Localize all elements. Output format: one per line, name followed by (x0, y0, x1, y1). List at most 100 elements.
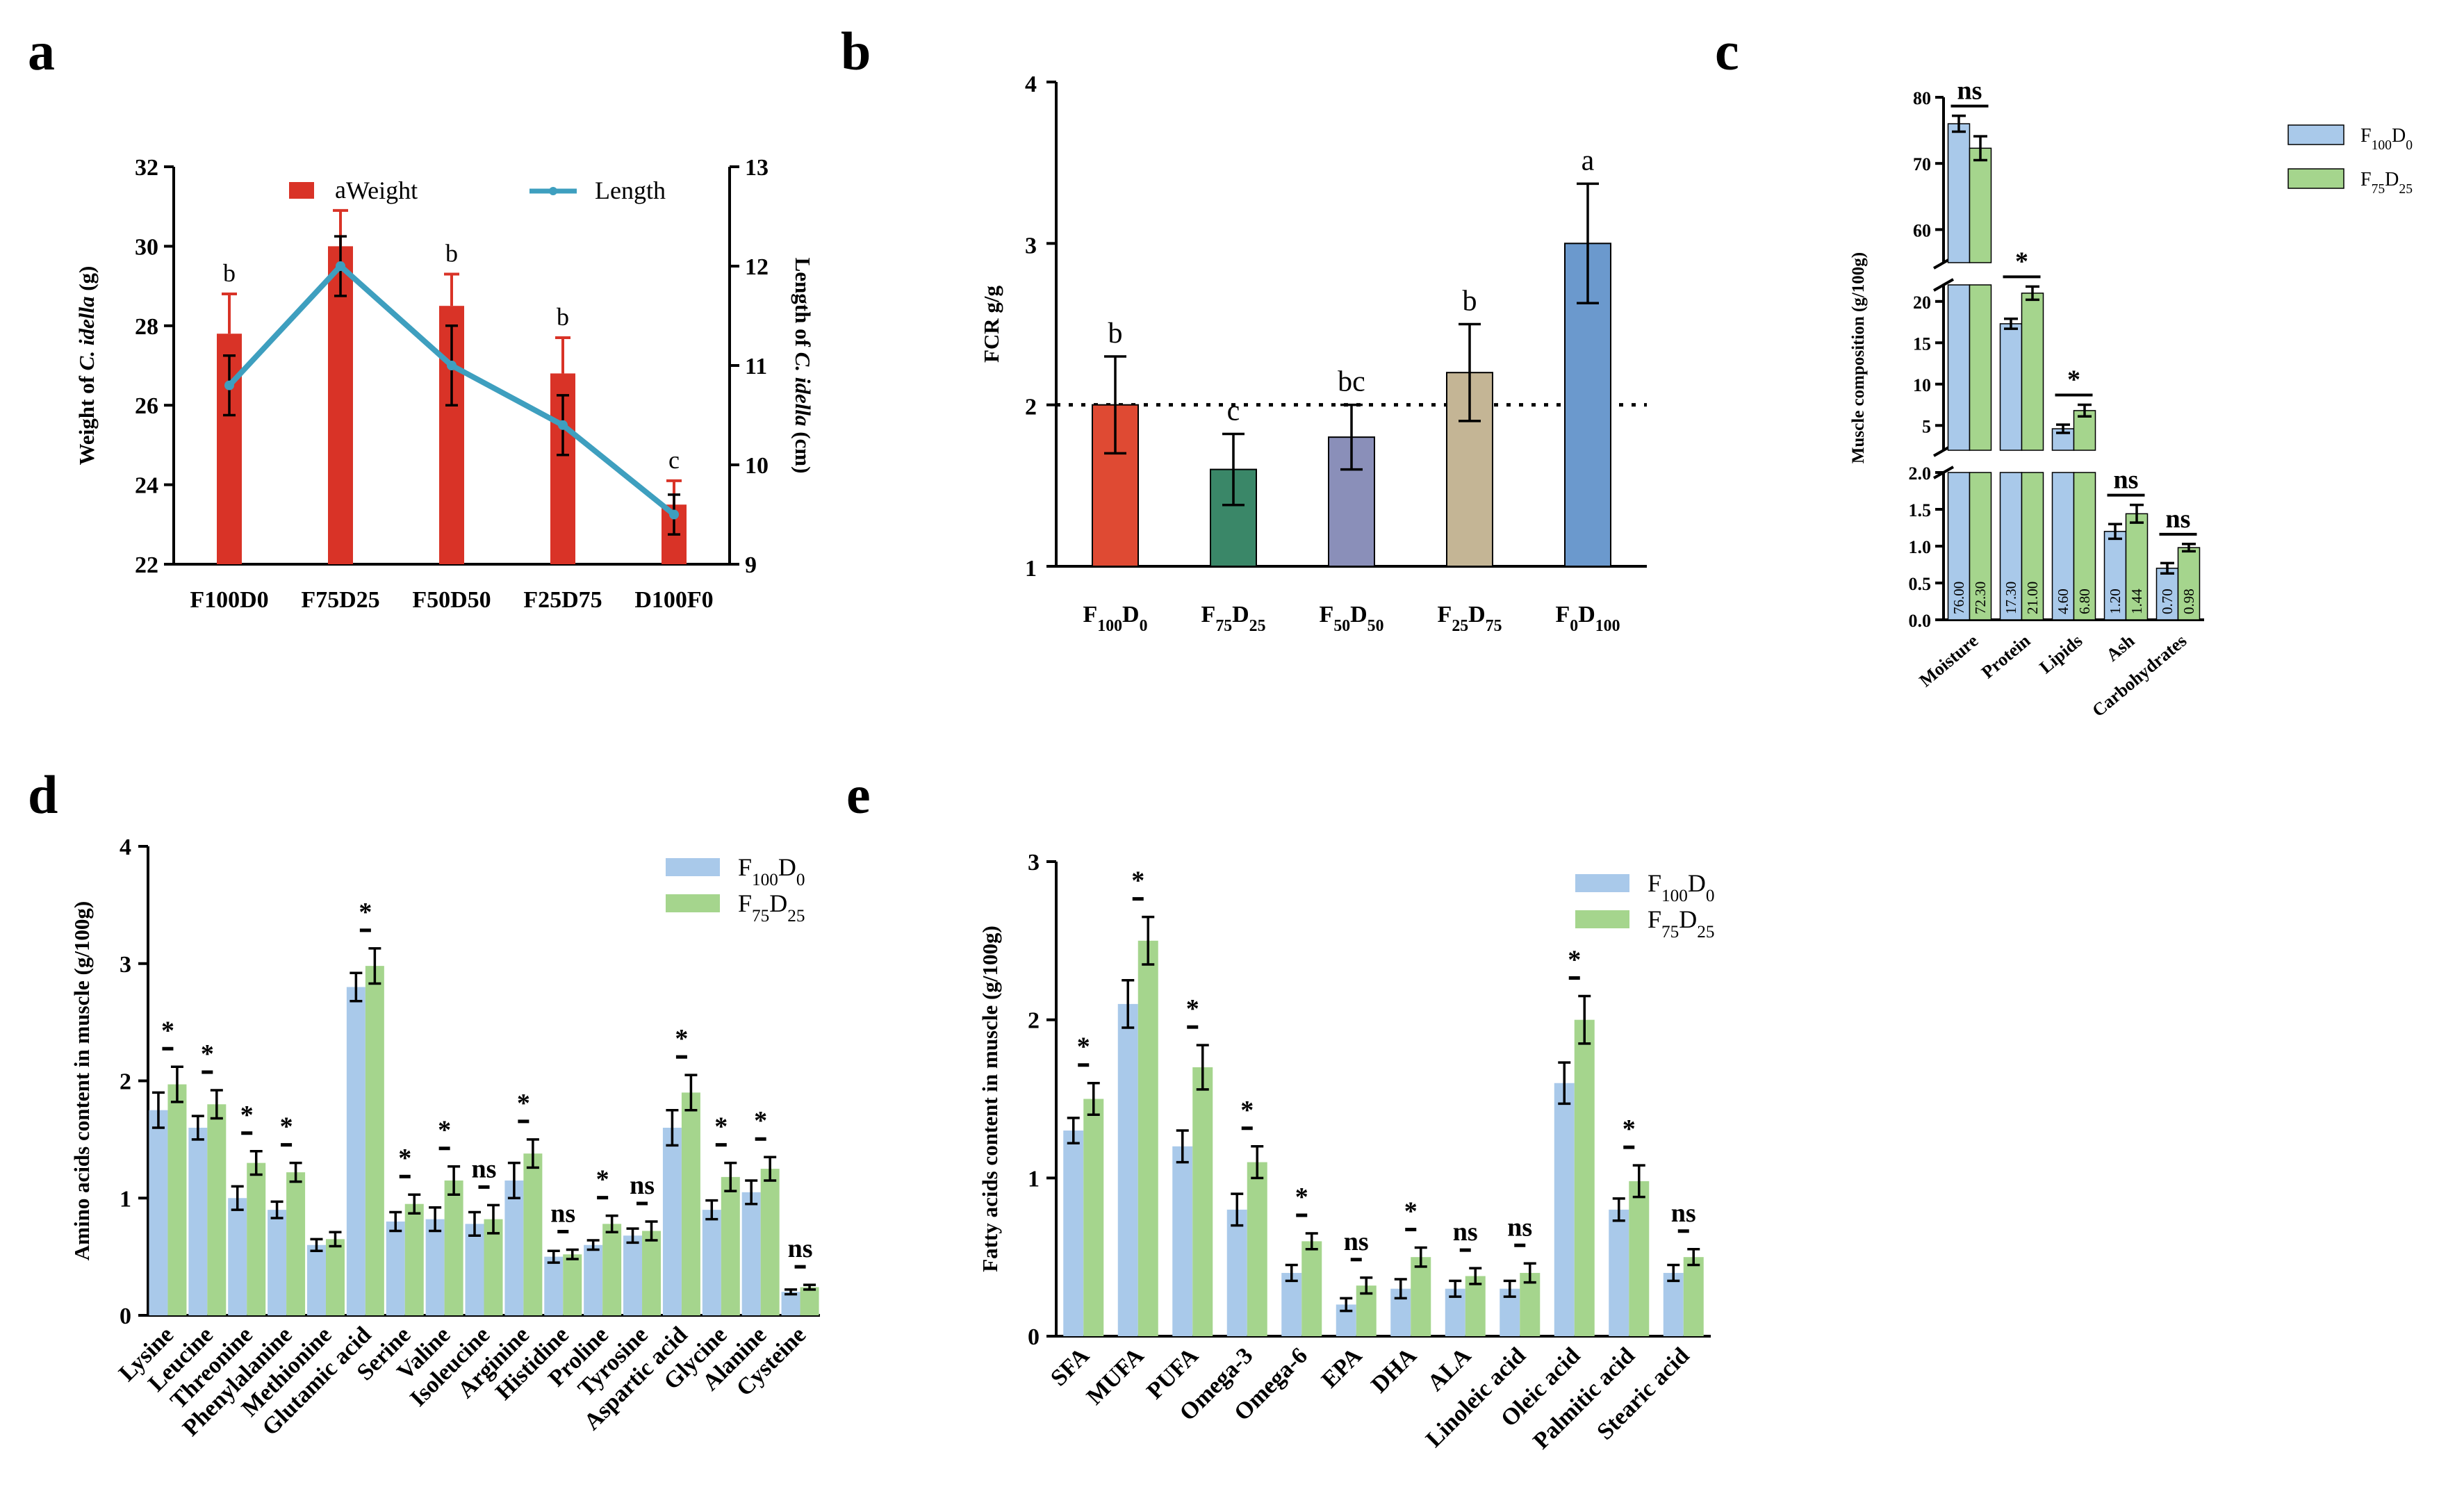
y2-tick-label: 10 (745, 453, 769, 479)
bar-f75d25 (563, 1254, 582, 1315)
significance-mark: ns (1671, 1199, 1696, 1228)
bar-value-label: 1.20 (2107, 589, 2124, 614)
bar-f75d25 (444, 1180, 463, 1315)
x-tick-label: F75D25 (1201, 602, 1266, 635)
y2-tick-label: 9 (745, 552, 757, 578)
significance-mark: ns (788, 1234, 813, 1263)
bar-f75d25 (1465, 1276, 1486, 1336)
legend-swatch-f100d0 (1575, 874, 1629, 892)
significance-mark: * (675, 1024, 688, 1053)
significance-mark: * (1568, 946, 1581, 975)
bar-f100d0 (1609, 1209, 1629, 1336)
bar-f100d0 (386, 1222, 405, 1315)
bar-f100d0 (188, 1128, 208, 1315)
bar-f100d0 (1947, 284, 1971, 451)
axis-break-mark (1933, 466, 1954, 479)
bar-f75d25 (2021, 293, 2044, 451)
y-tick-label: 0 (120, 1304, 131, 1329)
bar-f100d0 (465, 1224, 484, 1315)
bar-f100d0 (346, 987, 366, 1315)
legend-swatch-f100d0 (2288, 124, 2344, 145)
significance-letter: b (1108, 318, 1123, 350)
bar-f100d0 (1947, 123, 1971, 263)
significance-mark: * (1240, 1096, 1254, 1125)
significance-mark: * (201, 1039, 214, 1069)
y2-axis-title: Length of C. idella (cm) (791, 258, 815, 474)
legend-label-f75d25-sub: 75 (2372, 182, 2385, 197)
legend-marker-length (549, 187, 557, 195)
y-tick-label: 3 (1025, 233, 1037, 258)
x-tick-label: F0D100 (1556, 602, 1620, 635)
y-tick-label: 3 (1028, 850, 1040, 876)
y2-axis-title-part-0: Length of (791, 258, 815, 352)
x-tick-label: EPA (1317, 1342, 1367, 1393)
significance-mark: ns (1507, 1213, 1532, 1242)
point-length (558, 420, 568, 430)
bar-f100d0 (584, 1244, 603, 1315)
bar-value-label: 6.80 (2076, 589, 2093, 614)
legend-label-f100d0-sub: 100 (752, 871, 778, 889)
bar-value-label: 4.60 (2055, 589, 2071, 614)
bar-f100d0 (662, 1128, 682, 1315)
bar-f75d25 (1629, 1181, 1650, 1336)
y2-axis-title-part-1: C. idella (791, 352, 815, 427)
legend-label-f100d0-sub: 0 (1706, 887, 1715, 905)
bar-f75d25 (1083, 1099, 1104, 1336)
y-tick-label: 2.0 (1909, 463, 1932, 484)
x-tick-label-main: F (1083, 602, 1098, 627)
legend-label-f75d25-sub: 75 (752, 907, 769, 926)
significance-mark: * (359, 898, 372, 927)
bar-f75d25 (484, 1219, 503, 1315)
significance-letter: b (557, 303, 569, 331)
y2-axis-title-part-2: (cm) (791, 426, 815, 473)
significance-mark: * (714, 1112, 728, 1142)
significance-mark: * (596, 1165, 609, 1194)
significance-letter: c (668, 446, 680, 474)
bar-f75d25 (523, 1153, 543, 1315)
significance-mark: * (2067, 365, 2080, 395)
legend-label-f100d0: F100D0 (1648, 869, 1714, 905)
y-tick-label: 1 (1028, 1166, 1040, 1192)
y2-tick-label: 11 (745, 354, 767, 379)
bar-f75d25 (721, 1176, 740, 1315)
bar-f75d25 (800, 1287, 819, 1315)
bar-f75d25 (286, 1172, 306, 1315)
x-tick-label: DHA (1366, 1342, 1422, 1398)
x-tick-label-main: F (1438, 602, 1452, 627)
x-tick-label-sub: 0 (1140, 617, 1148, 635)
x-tick-label-main: D (1468, 602, 1486, 627)
y-tick-label: 1 (120, 1186, 131, 1212)
significance-mark: ns (1453, 1217, 1478, 1247)
panel-label-d: d (28, 764, 58, 825)
bar-f75d25 (2073, 472, 2096, 620)
x-tick-label: F75D25 (301, 587, 379, 613)
y-axis-title-part-2: (g) (74, 266, 99, 297)
legend-label-f100d0-sub: 0 (796, 871, 805, 889)
legend-label-f75d25-main: F (2360, 169, 2372, 190)
legend-label-f75d25-main: F (1648, 905, 1661, 933)
point-length (669, 509, 679, 520)
legend-label-f75d25: F75D25 (1648, 905, 1714, 942)
x-tick-label: Lipids (2035, 630, 2086, 677)
x-tick-label-sub: 50 (1333, 617, 1350, 635)
y-tick-label: 28 (135, 314, 158, 340)
bar-f75d25 (2021, 472, 2044, 620)
y-tick-label: 32 (135, 155, 158, 181)
legend-swatch-f100d0 (666, 858, 720, 876)
y-tick-label: 1.0 (1909, 537, 1932, 557)
bar-f75d25 (1574, 1019, 1595, 1336)
y-tick-label: 4 (1025, 72, 1037, 97)
bar-f100d0 (1554, 1083, 1575, 1336)
significance-mark: * (280, 1112, 293, 1142)
significance-mark: * (240, 1101, 254, 1130)
y-tick-label: 24 (135, 473, 158, 499)
y-tick-label: 20 (1913, 293, 1931, 313)
legend-label-f100d0: F100D0 (2360, 125, 2413, 153)
legend-label-f75d25-sub: 25 (1697, 923, 1714, 942)
significance-mark: * (398, 1144, 411, 1173)
significance-mark: * (438, 1116, 451, 1145)
bar-f75d25 (207, 1104, 227, 1315)
y-tick-label: 80 (1913, 88, 1931, 108)
x-tick-label: F50D50 (412, 587, 491, 613)
